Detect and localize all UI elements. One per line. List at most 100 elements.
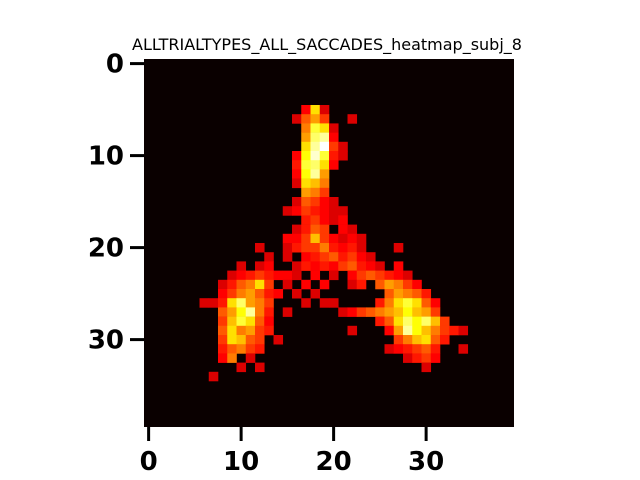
heatmap-cell (329, 243, 339, 253)
heatmap-cell (319, 279, 330, 290)
heatmap-cell (273, 270, 284, 281)
heatmap-cell (356, 252, 367, 262)
heatmap-cell (301, 224, 311, 235)
heatmap-cell (440, 316, 450, 327)
heatmap-cell (356, 233, 367, 244)
heatmap-cell (310, 151, 321, 161)
heatmap-cell (329, 160, 339, 170)
heatmap-cell (375, 307, 385, 317)
heatmap-cell (255, 261, 265, 271)
heatmap-cell (227, 344, 237, 354)
heatmap-cell (319, 206, 330, 216)
heatmap-cell (319, 187, 330, 198)
heatmap-cell (245, 316, 256, 327)
heatmap-cell (319, 141, 330, 152)
heatmap-cell (255, 335, 265, 345)
heatmap-cell (458, 344, 469, 354)
heatmap-cell (227, 289, 237, 299)
heatmap-cell (393, 243, 404, 253)
heatmap-cell (218, 353, 228, 363)
heatmap-cell (301, 151, 311, 161)
x-tick-label: 30 (408, 447, 444, 477)
heatmap-cell (292, 160, 302, 170)
heatmap-cell (292, 114, 302, 124)
heatmap-cell (412, 344, 422, 354)
heatmap-cell (412, 316, 422, 327)
heatmap-cell (384, 279, 395, 290)
heatmap-cell (282, 307, 293, 317)
heatmap-cell (292, 206, 302, 216)
heatmap-cell (412, 307, 422, 317)
heatmap-cell (255, 316, 265, 327)
heatmap-cell (421, 307, 432, 317)
heatmap-cell (403, 298, 413, 308)
heatmap-cell (347, 114, 358, 124)
heatmap-cell (319, 233, 330, 244)
heatmap-cell (255, 270, 265, 281)
heatmap-cell (218, 307, 228, 317)
heatmap-cell (310, 123, 321, 133)
heatmap-cell (310, 261, 321, 271)
heatmap-cell (412, 279, 422, 290)
heatmap-cell (319, 252, 330, 262)
heatmap-cell (338, 141, 348, 152)
heatmap-cell (255, 289, 265, 299)
heatmap-cell (218, 325, 228, 336)
heatmap-cell (412, 335, 422, 345)
heatmap-cell (458, 325, 469, 336)
heatmap-cell (430, 298, 441, 308)
heatmap-cell (375, 261, 385, 271)
heatmap-cell (282, 243, 293, 253)
heatmap-cell (301, 178, 311, 189)
heatmap-cell (227, 307, 237, 317)
heatmap-cell (282, 279, 293, 290)
heatmap-cell (310, 187, 321, 198)
heatmap-cell (227, 316, 237, 327)
heatmap-cell (255, 279, 265, 290)
heatmap-cell (255, 362, 265, 373)
heatmap-cell (282, 270, 293, 281)
heatmap-cell (403, 316, 413, 327)
heatmap-cell (301, 298, 311, 308)
heatmap-cell (310, 252, 321, 262)
heatmap-cell (319, 243, 330, 253)
heatmap-cell (255, 325, 265, 336)
heatmap-cell (329, 132, 339, 143)
heatmap-cell (264, 270, 274, 281)
heatmap-cell (329, 252, 339, 262)
heatmap-cell (421, 298, 432, 308)
heatmap-cell (227, 298, 237, 308)
heatmap-cell (329, 215, 339, 225)
heatmap-cell (245, 307, 256, 317)
heatmap-cell (384, 298, 395, 308)
heatmap-cell (236, 344, 247, 354)
heatmap-cell (236, 298, 247, 308)
heatmap-cell (384, 307, 395, 317)
x-tick-label: 10 (223, 447, 259, 477)
heatmap-cell (356, 307, 367, 317)
heatmap-cell (227, 353, 237, 363)
heatmap-cell (319, 114, 330, 124)
heatmap-cell (292, 289, 302, 299)
y-tick-label: 20 (88, 234, 124, 264)
heatmap-cell (301, 233, 311, 244)
heatmap-cell (393, 298, 404, 308)
heatmap-cell (403, 353, 413, 363)
heatmap-cell (430, 325, 441, 336)
heatmap-cell (255, 307, 265, 317)
heatmap-cell (310, 160, 321, 170)
heatmap-cell (292, 270, 302, 281)
heatmap-cell (375, 298, 385, 308)
heatmap-cell (236, 307, 247, 317)
heatmap-cell (421, 362, 432, 373)
heatmap-cell (282, 252, 293, 262)
heatmap-cell (366, 252, 376, 262)
heatmap-cell (421, 335, 432, 345)
heatmap-cell (338, 307, 348, 317)
heatmap-cell (319, 132, 330, 143)
heatmap-cell (301, 169, 311, 179)
heatmap-cell (310, 243, 321, 253)
heatmap-cell (310, 141, 321, 152)
heatmap-cell (393, 307, 404, 317)
